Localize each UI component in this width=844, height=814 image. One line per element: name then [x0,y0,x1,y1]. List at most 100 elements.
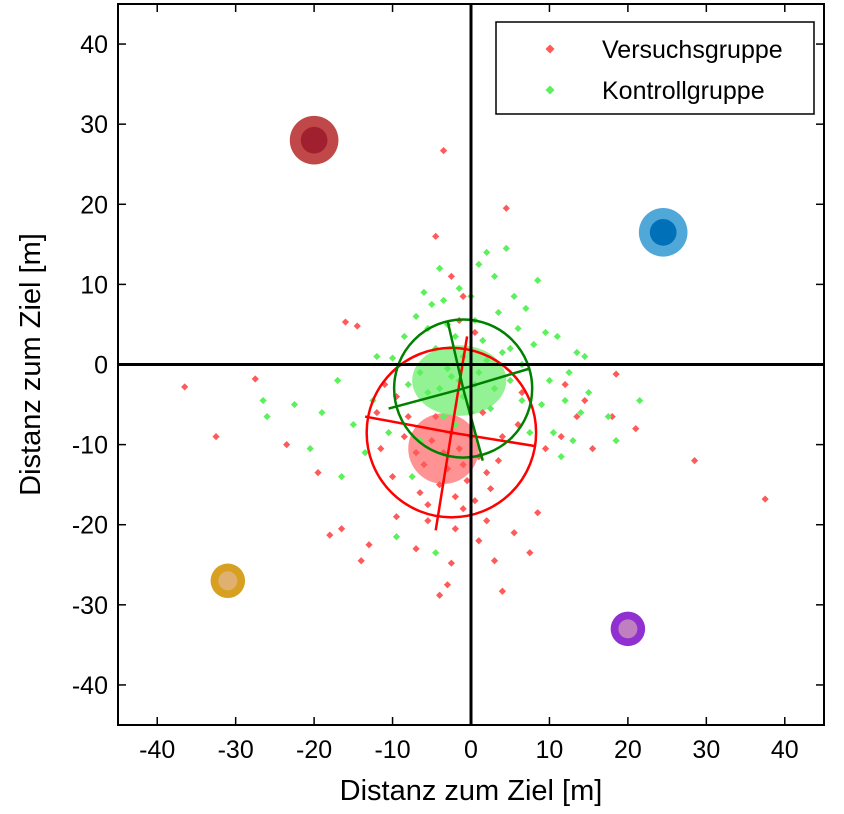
spread-circles [364,318,538,531]
y-tick-label: 20 [80,191,108,219]
x-tick-label: -10 [374,736,410,764]
point-kontrollgruppe-5 [318,408,326,417]
x-tick-label: 40 [771,736,799,764]
point-versuchsgruppe-75 [483,517,491,525]
point-versuchsgruppe-1 [181,383,189,391]
zero-axes [118,4,824,725]
point-versuchsgruppe-70 [432,412,440,421]
target-marker-core-4 [618,619,638,639]
point-versuchsgruppe-22 [447,559,455,567]
point-versuchsgruppe-39 [561,380,569,389]
point-versuchsgruppe-65 [487,485,495,493]
point-kontrollgruppe-55 [561,396,569,405]
point-versuchsgruppe-54 [451,493,459,501]
legend-marker-kontrollgruppe [545,85,555,95]
point-kontrollgruppe-20 [424,388,432,397]
spread-spoke-versuchsgruppe-1 [450,336,469,433]
point-kontrollgruppe-62 [604,412,612,421]
y-axis-ticks: -40 -30 -20 -10 0 10 20 30 40 [72,31,824,700]
target-marker-core-2 [649,218,677,246]
point-kontrollgruppe-79 [404,380,412,389]
y-tick-label: -30 [72,592,108,620]
point-kontrollgruppe-61 [585,388,593,397]
point-versuchsgruppe-72 [498,433,506,441]
point-versuchsgruppe-7 [341,318,350,326]
point-kontrollgruppe-27 [447,372,455,381]
point-kontrollgruppe-53 [553,332,561,341]
point-versuchsgruppe-31 [498,587,506,595]
point-kontrollgruppe-47 [530,340,538,349]
spread-spoke-kontrollgruppe-2 [461,388,484,461]
point-versuchsgruppe-11 [337,525,346,533]
x-tick-label: 10 [536,736,564,764]
point-versuchsgruppe-17 [424,501,432,509]
point-kontrollgruppe-44 [518,396,526,405]
point-versuchsgruppe-5 [314,469,322,477]
point-versuchsgruppe-43 [608,412,616,421]
point-kontrollgruppe-56 [565,368,573,377]
point-kontrollgruppe-59 [577,408,585,417]
y-tick-label: 0 [94,352,108,380]
x-tick-label: 0 [464,736,478,764]
point-versuchsgruppe-3 [251,375,259,383]
point-kontrollgruppe-35 [483,248,491,256]
point-kontrollgruppe-12 [385,428,393,437]
x-tick-label: 20 [614,736,642,764]
point-versuchsgruppe-62 [416,489,424,497]
point-kontrollgruppe-52 [549,428,557,437]
point-versuchsgruppe-42 [588,445,597,453]
point-kontrollgruppe-25 [439,412,448,421]
point-kontrollgruppe-24 [436,264,444,272]
point-kontrollgruppe-9 [361,449,369,457]
point-versuchsgruppe-61 [412,449,420,457]
point-versuchsgruppe-4 [283,441,291,449]
legend-label-kontrollgruppe: Kontrollgruppe [602,77,765,105]
point-versuchsgruppe-12 [388,473,397,481]
point-kontrollgruppe-36 [487,404,495,413]
point-versuchsgruppe-29 [490,557,499,565]
point-kontrollgruppe-14 [392,533,401,541]
point-kontrollgruppe-51 [545,376,554,385]
point-versuchsgruppe-27 [475,537,483,545]
y-tick-label: 30 [80,111,108,139]
point-kontrollgruppe-19 [420,288,428,296]
point-kontrollgruppe-72 [436,384,444,393]
point-kontrollgruppe-37 [490,272,499,280]
point-versuchsgruppe-64 [424,517,432,525]
spread-circle-versuchsgruppe [365,346,538,519]
legend-label-versuchsgruppe: Versuchsgruppe [602,36,783,64]
legend-marker-versuchsgruppe [545,44,555,54]
legend-box [495,21,815,115]
point-versuchsgruppe-8 [353,322,361,330]
spread-circle-kontrollgruppe [392,318,534,459]
point-kontrollgruppe-71 [443,364,452,373]
spread-spoke-versuchsgruppe-3 [451,431,537,448]
point-kontrollgruppe-57 [569,437,577,445]
point-versuchsgruppe-44 [612,370,620,378]
point-versuchsgruppe-55 [455,445,463,453]
point-versuchsgruppe-49 [428,437,436,445]
point-kontrollgruppe-58 [573,348,581,357]
point-kontrollgruppe-1 [259,396,267,405]
point-versuchsgruppe-14 [377,445,385,453]
point-versuchsgruppe-15 [404,412,412,421]
y-tick-label: 10 [80,271,108,299]
point-kontrollgruppe-3 [290,400,299,409]
point-kontrollgruppe-60 [581,352,589,361]
point-kontrollgruppe-21 [428,300,436,309]
point-versuchsgruppe-50 [436,481,444,489]
point-versuchsgruppe-56 [459,461,467,469]
point-versuchsgruppe-19 [439,147,448,155]
point-kontrollgruppe-17 [412,312,420,321]
point-kontrollgruppe-69 [475,368,483,377]
point-versuchsgruppe-73 [373,408,381,417]
point-versuchsgruppe-74 [459,505,467,513]
point-kontrollgruppe-13 [388,354,397,362]
point-kontrollgruppe-43 [514,324,522,333]
point-kontrollgruppe-15 [400,332,408,341]
x-axis-ticks: -40 -30 -20 -10 0 10 20 30 40 [139,4,799,764]
point-kontrollgruppe-70 [483,356,491,365]
spread-spoke-versuchsgruppe-4 [434,432,453,531]
point-versuchsgruppe-45 [632,424,640,433]
point-versuchsgruppe-30 [502,204,510,212]
